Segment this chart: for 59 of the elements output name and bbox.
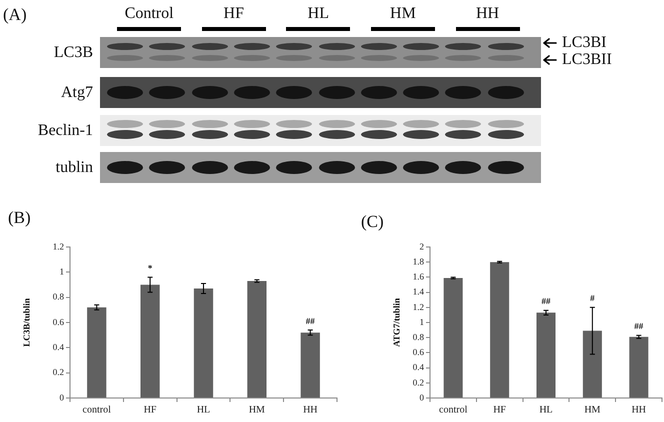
category-label: HH [474,5,500,22]
bar [629,336,648,398]
y-tick-label: 1.2 [412,302,424,312]
text: LC3BII [562,51,612,68]
x-tick-label: HL [539,404,553,416]
annotation: ## [306,316,316,326]
bar [247,280,267,398]
y-tick-label: 0.2 [52,367,64,378]
y-tick-label: 1.2 [52,241,64,252]
bar [490,262,510,398]
x-tick-label: HM [584,404,601,416]
category-label: Atg7 [61,84,93,100]
annotation: ## [634,321,644,332]
x-tick-label: HF [493,404,506,416]
y-tick-label: 0 [420,392,424,402]
bar [194,288,214,398]
y-tick-label: 2 [420,241,424,252]
y-tick-label: 0.2 [412,377,424,388]
x-tick-label: HH [303,404,318,416]
x-tick-label: HH [632,404,646,416]
y-tick-label: 0.6 [52,316,64,327]
bar [87,307,106,398]
bar [536,312,556,398]
y-tick-label: 0.8 [52,292,64,302]
x-tick-label: HM [248,404,266,416]
text: LC3BI [562,34,606,51]
y-tick-label: 0.4 [412,362,424,372]
annotation: # [590,293,596,304]
x-tick-label: control [82,404,112,416]
y-tick-label: 0 [60,392,64,402]
category-label: HM [389,5,417,22]
chart-title: (B) [8,208,31,227]
annotation: ## [542,296,551,306]
y-tick-label: 0.4 [52,342,64,352]
bar [444,278,463,398]
bar [300,332,320,398]
category-label: Beclin-1 [38,122,93,138]
category-label: HL [306,5,330,22]
bar [582,330,602,398]
x-tick-label: HL [196,404,210,416]
y-tick-label: 1.4 [412,286,424,297]
y-tick-label: 1 [420,316,424,327]
y-tick-label: 1.6 [412,272,424,282]
y-axis-title: ATG7/tublin [392,298,402,347]
y-tick-label: 0.8 [412,332,424,342]
annotation: * [148,263,153,274]
y-tick-label: 1.8 [412,256,424,266]
y-tick-label: 1 [60,266,64,277]
category-label: HF [222,5,245,22]
category-label: LC3B [54,44,93,60]
chart-title: (C) [361,212,384,231]
category-label: tublin [56,158,93,176]
bar [140,284,160,398]
x-tick-label: HF [144,404,157,416]
y-tick-label: 0.6 [412,347,424,358]
text: (A) [3,5,27,24]
y-axis-title: LC3B/tublin [22,298,32,347]
x-tick-label: control [439,404,468,416]
category-label: Control [124,5,175,22]
